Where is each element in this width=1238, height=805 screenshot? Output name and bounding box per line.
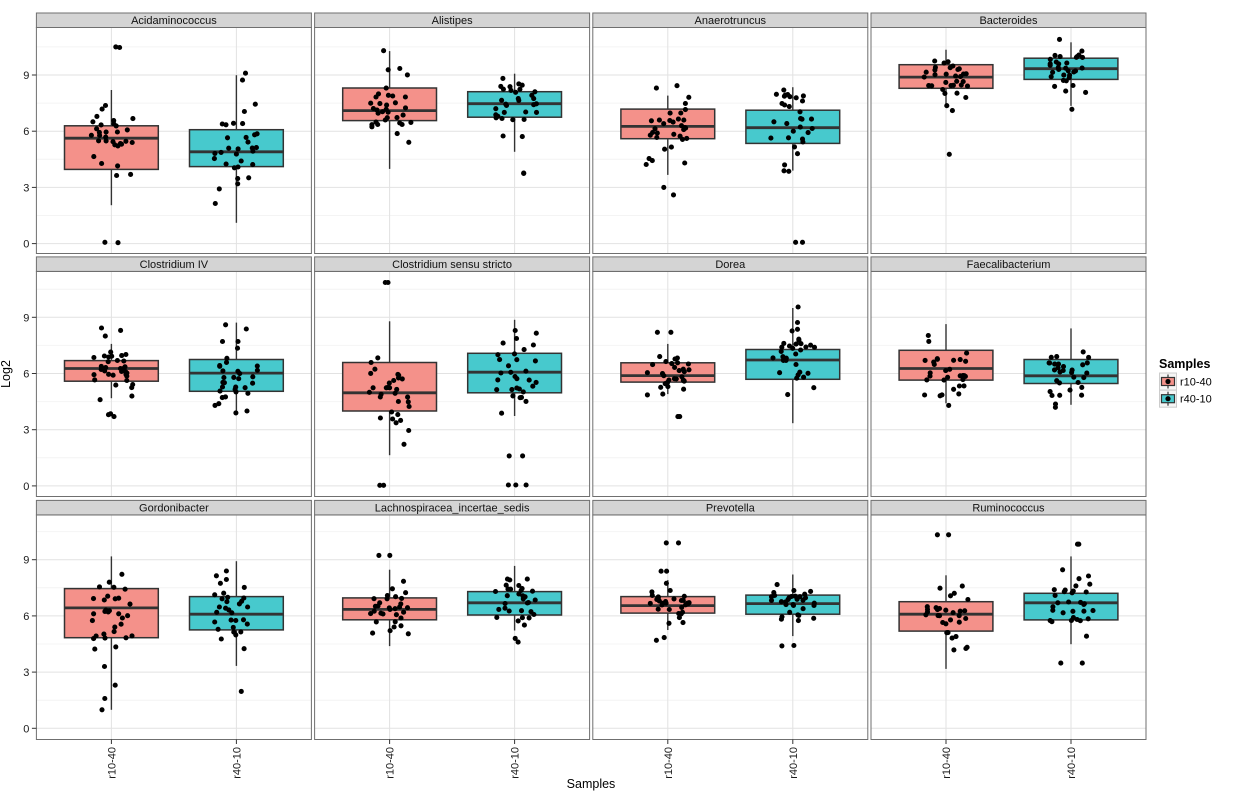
svg-text:r40-10: r40-10 xyxy=(510,747,522,779)
svg-text:r10-40: r10-40 xyxy=(106,747,118,779)
svg-text:r40-10: r40-10 xyxy=(231,747,243,779)
svg-text:Bacteroides: Bacteroides xyxy=(979,15,1038,27)
svg-text:Alistipes: Alistipes xyxy=(432,15,473,27)
svg-text:6: 6 xyxy=(23,611,29,623)
svg-text:r40-10: r40-10 xyxy=(788,747,800,779)
svg-text:Faecalibacterium: Faecalibacterium xyxy=(967,259,1051,271)
svg-text:Prevotella: Prevotella xyxy=(706,503,756,515)
svg-text:r10-40: r10-40 xyxy=(385,747,397,779)
svg-text:Clostridium sensu stricto: Clostridium sensu stricto xyxy=(392,259,512,271)
svg-text:6: 6 xyxy=(23,369,29,381)
svg-text:0: 0 xyxy=(23,239,29,251)
svg-text:9: 9 xyxy=(23,312,29,324)
svg-text:Lachnospiracea_incertae_sedis: Lachnospiracea_incertae_sedis xyxy=(375,503,530,515)
svg-text:3: 3 xyxy=(23,182,29,194)
svg-text:r40-10: r40-10 xyxy=(1180,394,1212,406)
svg-text:9: 9 xyxy=(23,555,29,567)
svg-text:6: 6 xyxy=(23,126,29,138)
svg-text:Samples: Samples xyxy=(567,777,616,791)
svg-text:r10-40: r10-40 xyxy=(1180,377,1212,389)
svg-text:3: 3 xyxy=(23,425,29,437)
svg-text:Ruminococcus: Ruminococcus xyxy=(972,503,1045,515)
svg-text:Anaerotruncus: Anaerotruncus xyxy=(695,15,767,27)
svg-text:r10-40: r10-40 xyxy=(663,747,675,779)
svg-text:Gordonibacter: Gordonibacter xyxy=(139,503,209,515)
svg-text:0: 0 xyxy=(23,723,29,735)
svg-text:Clostridium IV: Clostridium IV xyxy=(140,259,209,271)
svg-text:Dorea: Dorea xyxy=(715,259,746,271)
svg-text:0: 0 xyxy=(23,481,29,493)
svg-text:9: 9 xyxy=(23,70,29,82)
svg-text:3: 3 xyxy=(23,667,29,679)
svg-text:r40-10: r40-10 xyxy=(1066,747,1078,779)
svg-text:Log2: Log2 xyxy=(0,360,13,388)
svg-text:Samples: Samples xyxy=(1159,357,1210,371)
svg-text:r10-40: r10-40 xyxy=(941,747,953,779)
svg-text:Acidaminococcus: Acidaminococcus xyxy=(131,15,217,27)
